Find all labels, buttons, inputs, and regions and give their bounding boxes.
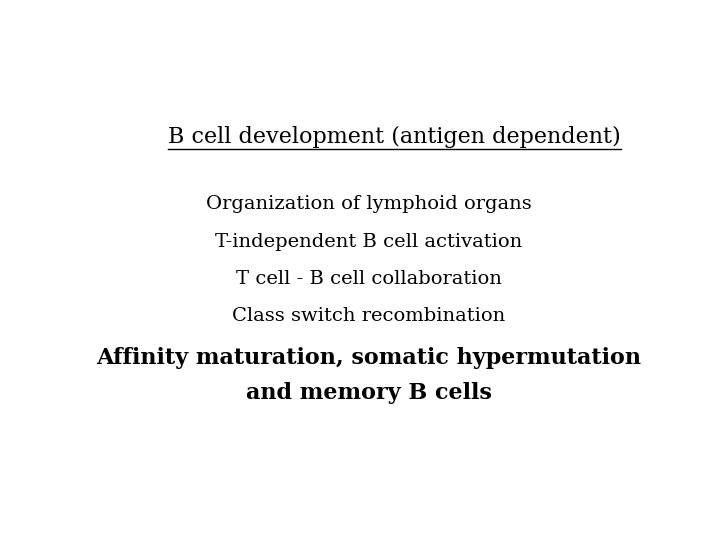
Text: T-independent B cell activation: T-independent B cell activation (215, 233, 523, 251)
Text: Organization of lymphoid organs: Organization of lymphoid organs (206, 195, 532, 213)
Text: T cell - B cell collaboration: T cell - B cell collaboration (236, 270, 502, 288)
Text: B cell development (antigen dependent): B cell development (antigen dependent) (168, 126, 621, 148)
Text: and memory B cells: and memory B cells (246, 382, 492, 404)
Text: Affinity maturation, somatic hypermutation: Affinity maturation, somatic hypermutati… (96, 347, 642, 369)
Text: Class switch recombination: Class switch recombination (233, 307, 505, 326)
